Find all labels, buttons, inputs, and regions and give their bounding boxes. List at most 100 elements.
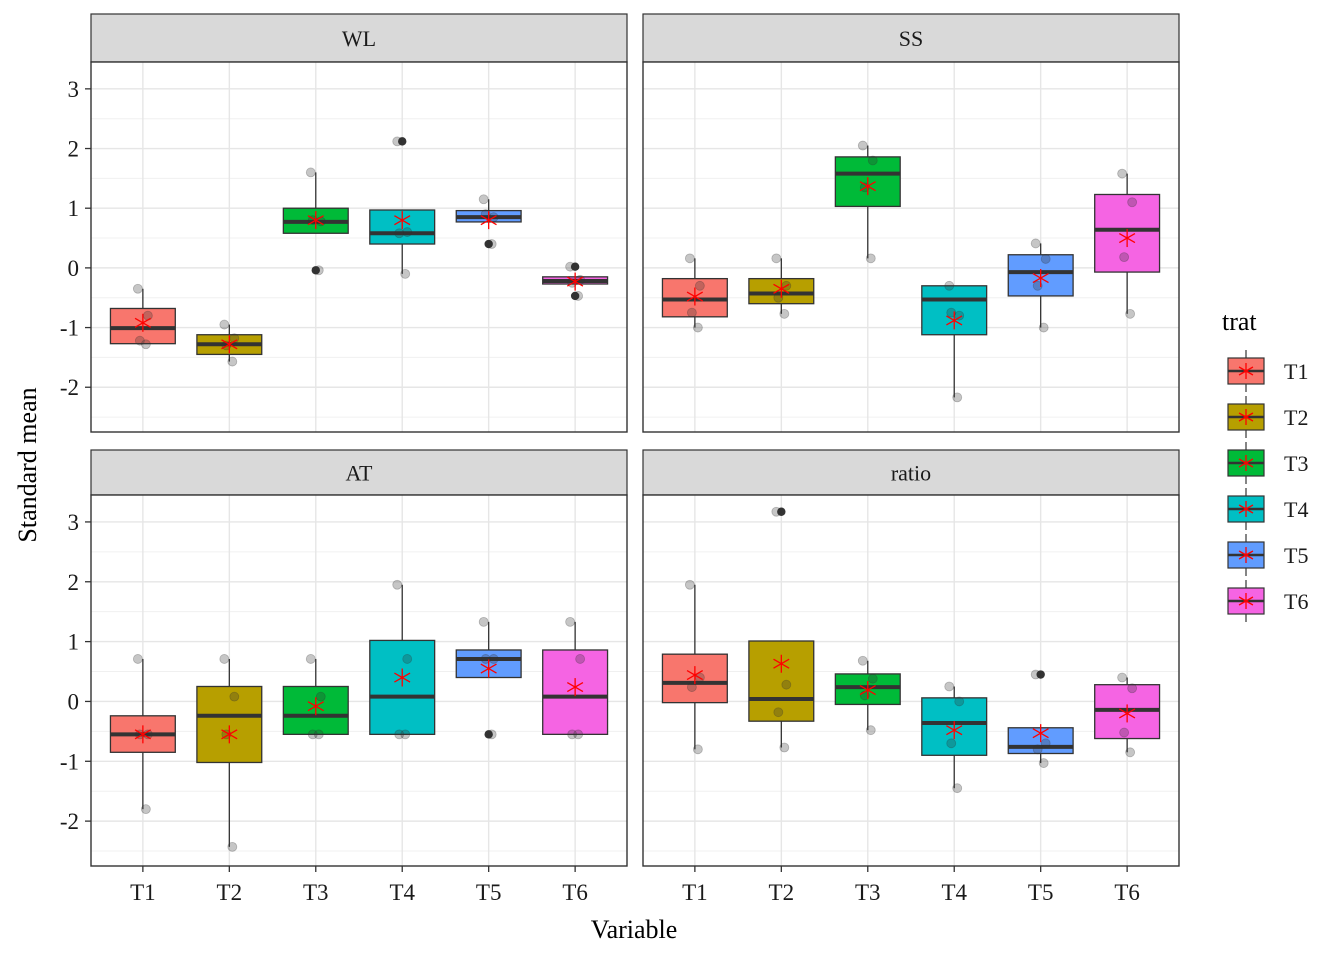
box-t6 (542, 261, 609, 301)
data-point (478, 194, 489, 205)
facet-panel-wl: WL -2 -1 0 1 2 3 (60, 13, 628, 433)
panel-border (642, 494, 1180, 867)
outlier-point (570, 262, 580, 271)
data-point (952, 392, 963, 403)
mean-marker-stroke (134, 729, 152, 740)
data-point (1040, 254, 1051, 264)
mean-marker (134, 725, 152, 744)
data-point (488, 654, 499, 664)
panel-background (91, 495, 627, 866)
y-tick-label: -2 (60, 809, 79, 834)
mean-marker-stroke (686, 291, 704, 302)
data-point (867, 673, 878, 684)
mean-marker (859, 681, 876, 700)
data-point (1038, 322, 1049, 333)
mean-marker-stroke (1032, 272, 1049, 284)
data-point (134, 729, 145, 740)
mean-marker-stroke (773, 658, 790, 669)
y-tick-label: 1 (68, 196, 80, 221)
y-tick-label: 0 (68, 256, 80, 281)
data-point (480, 654, 491, 664)
y-tick-label: 3 (68, 77, 80, 102)
mean-marker-stroke (1238, 596, 1254, 606)
x-tick-label: T3 (303, 880, 329, 905)
mean-marker-stroke (307, 701, 324, 712)
legend-entry-t4: T4 (1227, 488, 1308, 530)
data-point (227, 356, 238, 367)
data-point (1117, 672, 1128, 683)
mean-marker-stroke (221, 729, 238, 740)
box-t2 (196, 319, 263, 367)
data-point (1117, 168, 1128, 179)
mean-marker (946, 311, 963, 330)
mean-marker-stroke (1238, 504, 1254, 514)
data-point (575, 654, 586, 664)
x-tick-label: T4 (389, 880, 415, 905)
data-point (779, 742, 790, 753)
mean-marker-stroke (1238, 366, 1254, 376)
data-point (954, 696, 965, 707)
facet-panel-ss: SS (642, 13, 1180, 433)
mean-marker-stroke (307, 215, 324, 226)
data-point (771, 506, 782, 517)
data-point (392, 136, 403, 147)
data-point (132, 654, 143, 664)
mean-marker-stroke (394, 672, 411, 683)
outlier-point (398, 137, 407, 146)
y-tick-label: 1 (68, 630, 80, 655)
legend-label: T2 (1284, 405, 1308, 430)
legend-key-mean-marker (1238, 501, 1254, 517)
facet-strip (90, 449, 628, 496)
mean-marker (394, 211, 411, 230)
data-point (773, 707, 784, 718)
data-point (486, 239, 497, 249)
facet-strip-label: AT (346, 461, 373, 486)
panel-border (90, 494, 628, 867)
data-point (865, 253, 876, 264)
mean-marker-stroke (480, 663, 497, 674)
x-tick-label: T6 (1114, 880, 1140, 905)
data-point (865, 725, 876, 736)
box-t5 (1007, 669, 1074, 768)
data-point (1030, 669, 1041, 680)
facet-strip-label: ratio (891, 461, 931, 486)
x-tick-label: T2 (769, 880, 795, 905)
data-point (1127, 197, 1138, 208)
y-tick-label: -1 (60, 749, 79, 774)
box-body (748, 640, 815, 722)
data-point (1040, 738, 1051, 749)
box-t5 (455, 194, 522, 249)
facet-strip (642, 13, 1180, 63)
data-point (221, 729, 232, 740)
mean-marker (1118, 229, 1136, 248)
box-t5 (1007, 238, 1074, 333)
mean-marker (773, 654, 790, 673)
facet-strip (642, 449, 1180, 496)
y-tick-label: 3 (68, 510, 80, 535)
box-body (196, 685, 263, 764)
data-point (686, 682, 697, 692)
mean-marker (1118, 704, 1136, 723)
mean-marker (307, 697, 324, 716)
mean-marker (221, 335, 238, 354)
legend-entry-t3: T3 (1227, 442, 1308, 484)
box-t5 (455, 616, 522, 740)
data-point (771, 253, 782, 264)
y-tick-label: 2 (68, 137, 80, 162)
mean-marker (773, 279, 790, 298)
outlier-point (311, 266, 320, 275)
data-point (1127, 683, 1138, 694)
data-point (305, 167, 316, 178)
mean-marker (480, 211, 497, 230)
box-body (369, 639, 436, 736)
legend-label: T1 (1284, 359, 1308, 384)
data-point (305, 654, 316, 664)
box-t3 (282, 167, 349, 276)
data-point (686, 307, 697, 318)
data-point (1038, 758, 1049, 768)
data-point (857, 140, 868, 151)
box-t1 (109, 283, 176, 350)
box-t6 (1094, 672, 1161, 758)
legend-key-mean-marker (1238, 409, 1254, 425)
